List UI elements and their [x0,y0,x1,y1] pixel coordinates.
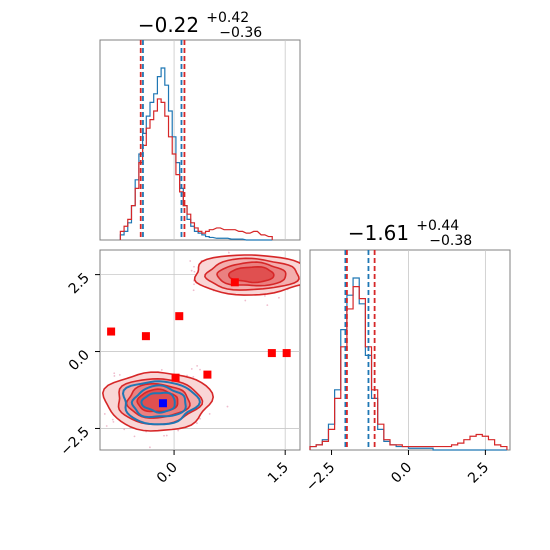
sample-point [190,269,193,272]
hist-panel-top-left: −0.22 +0.42 −0.36 [99,7,301,241]
sample-point [177,429,180,432]
sample-point [193,270,196,273]
y-tick-label: 0.0 [66,347,93,374]
sample-point [149,446,151,449]
x-tick-label: −2.5 [303,460,338,495]
sample-point [192,375,195,378]
sample-point [316,262,318,264]
marker-red-square [282,349,291,358]
sample-point [186,374,188,377]
sample-point [227,251,230,254]
marker-red-square [267,349,276,358]
sample-point [133,435,136,438]
x-tick-labels: −2.5 0.0 2.5 [303,450,492,495]
sample-point [281,250,284,251]
marker-red-square [107,327,116,336]
quantile-lines [139,40,186,240]
panel-title: −1.61 +0.44 −0.38 [348,215,472,249]
sample-point [266,304,269,307]
title-sub: −0.36 [219,25,262,41]
histogram-series [309,277,508,451]
sample-point [189,260,192,262]
sample-point [165,434,168,437]
sample-point [226,405,229,408]
title-main: −1.61 [348,221,409,245]
sample-point [199,368,201,371]
x-tick-label: 0.0 [154,460,181,487]
sample-point [190,368,193,370]
sample-point [74,391,76,393]
sample-point [160,369,163,371]
sample-point [227,250,230,252]
hist-series-red [119,98,273,240]
sample-point [193,265,195,268]
sample-point [278,296,280,299]
contour-level-blue [130,384,187,419]
title-sup: +0.44 [416,218,459,234]
sample-point [196,422,198,425]
x-tick-label: 1.5 [265,460,292,487]
marker-red-square [230,278,239,287]
marker-red-square [171,373,180,382]
sample-point [303,271,305,273]
marker-red-square [141,332,150,341]
title-main: −0.22 [138,13,199,37]
sample-point [113,372,116,375]
sample-point [80,418,82,420]
sample-point [199,417,201,420]
panel-frame [309,249,511,451]
contour-level-red [228,265,275,284]
sample-point [94,373,96,375]
sample-point [196,364,199,367]
sample-point [208,413,211,415]
x-tick-label: 0.0 [388,460,415,487]
sample-point [192,289,195,292]
sample-point [244,299,247,302]
y-tick-labels: −2.5 0.0 2.5 [57,270,100,459]
sample-point [123,428,126,431]
title-sub: −0.38 [429,233,472,249]
grid-lines [408,250,486,450]
sample-point [270,250,273,251]
sample-point [93,428,95,430]
hist-series-red [309,286,508,450]
marker-blue-square [158,399,167,408]
sample-point [113,375,116,377]
y-tick-label: −2.5 [57,424,92,459]
sample-point [105,425,108,427]
marker-red-square [175,312,184,321]
histogram-series [119,67,273,241]
sample-point [111,418,114,421]
hist-panel-bottom-right: −2.5 0.0 2.5 −1.61 +0.44 −0.38 [303,215,511,495]
title-sup: +0.42 [206,10,249,26]
marker-red-square [203,370,212,379]
x-tick-labels: 0.0 1.5 [154,450,292,487]
sample-point [112,421,115,423]
sample-point [264,294,266,297]
contour-lines [101,254,300,432]
contour-level-blue [121,380,201,426]
sample-point [193,283,195,286]
sample-point [163,434,165,437]
quantile-lines [344,250,376,450]
y-tick-label: 2.5 [66,270,93,297]
markers [107,278,291,408]
x-tick-label: 2.5 [465,460,492,487]
panel-frame [99,249,301,451]
grid-lines [173,40,286,240]
contour-level-blue [140,391,176,414]
panel-title: −0.22 +0.42 −0.36 [138,7,262,41]
sample-point [118,373,121,376]
sample-point [305,275,307,277]
scatter-panel-bottom-left: 0.0 1.5 −2.5 0.0 2.5 [57,249,318,487]
panel-frame [99,39,301,241]
sample-point [103,413,106,415]
sample-point [301,264,303,266]
